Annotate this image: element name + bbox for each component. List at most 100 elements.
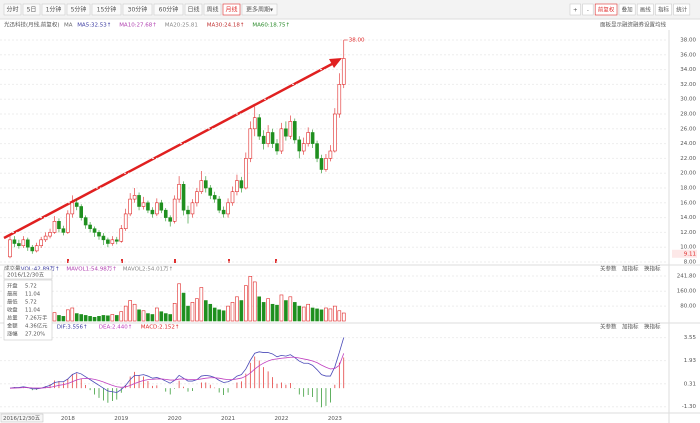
panel-button[interactable]: 设置均线 — [644, 21, 667, 29]
panel-button[interactable]: 关参数 — [600, 265, 617, 273]
candle-body — [244, 158, 248, 189]
volume-bar — [297, 305, 302, 322]
y-tick-label: 241.80 — [677, 274, 697, 280]
tool-button-label[interactable]: 统计 — [676, 5, 688, 13]
candle-body — [266, 132, 270, 144]
legend-item: MA — [64, 23, 73, 29]
candle-body — [239, 180, 244, 189]
panel-button[interactable]: 加指标 — [622, 265, 639, 273]
y-tick-label: 1.93 — [684, 358, 697, 364]
candle-body — [79, 206, 83, 218]
volume-bar — [119, 311, 124, 322]
volume-bar — [261, 302, 266, 322]
tool-button[interactable] — [636, 3, 654, 16]
tooltip-value: 27.20% — [25, 332, 45, 338]
legend-item: MAVOL1:54.98万↑ — [66, 266, 116, 273]
period-tab[interactable] — [241, 3, 278, 16]
period-tab-label[interactable]: 15分钟 — [97, 5, 117, 13]
period-tab[interactable] — [222, 3, 241, 16]
candle-body — [21, 239, 26, 247]
x-tick-label: 2022 — [274, 416, 288, 422]
period-tab[interactable] — [66, 3, 91, 16]
candle-body — [12, 239, 17, 244]
candle-body — [168, 217, 172, 222]
period-tab-label[interactable]: 月线 — [225, 5, 237, 13]
period-tab-label[interactable]: 更多周期▾ — [246, 5, 273, 13]
legend-item: DEA:2.440↑ — [99, 324, 133, 331]
tooltip-value: 5.72 — [25, 300, 37, 306]
period-tab-label[interactable]: 日线 — [187, 5, 199, 13]
x-tick-label: 2021 — [221, 416, 235, 422]
volume-bar — [252, 281, 257, 322]
period-tab-label[interactable]: 5分钟 — [71, 5, 87, 13]
candle-body — [181, 184, 186, 211]
volume-bar — [137, 309, 141, 322]
period-tab[interactable] — [153, 3, 184, 16]
tool-button[interactable] — [655, 3, 672, 16]
period-tab-label[interactable]: 5日 — [27, 6, 37, 13]
tool-button-label[interactable]: 指标 — [658, 5, 670, 13]
panel-button[interactable]: 关参数 — [600, 323, 617, 331]
tooltip-key: 收盘 — [7, 306, 18, 314]
volume-bar — [208, 303, 213, 322]
tool-button[interactable] — [594, 3, 618, 16]
dividend-markers — [67, 259, 277, 263]
tool-button-label[interactable]: 叠加 — [622, 5, 633, 13]
cursor-date-box — [0, 413, 44, 423]
candle-body — [159, 202, 164, 211]
legend-item: MA20:25.81 — [165, 23, 198, 29]
period-tab-label[interactable]: 周线 — [206, 5, 218, 13]
panel-button[interactable]: 换指标 — [644, 323, 661, 331]
panel-button[interactable]: 换指标 — [644, 265, 661, 273]
candle-body — [306, 132, 310, 144]
period-tab-label[interactable]: 60分钟 — [159, 5, 179, 13]
candle-body — [195, 191, 199, 204]
y-tick-label: 20.00 — [680, 171, 696, 177]
y-tick-label: 36.00 — [680, 52, 696, 58]
volume-bar — [88, 316, 92, 322]
panel-button[interactable]: 加指标 — [622, 323, 639, 331]
period-tab[interactable] — [3, 3, 22, 16]
candle-body — [177, 184, 181, 200]
tooltip-key: 金额 — [7, 322, 18, 330]
period-tab-label[interactable]: 1分钟 — [46, 5, 62, 13]
candle-body — [204, 180, 208, 189]
candle-body — [83, 217, 88, 226]
tool-button-label[interactable]: - — [587, 7, 589, 13]
period-tab[interactable] — [22, 3, 41, 16]
tool-button[interactable] — [618, 3, 636, 16]
volume-bar — [128, 300, 132, 322]
panel-button[interactable]: 融资融券 — [622, 21, 645, 29]
candle-body — [66, 213, 70, 233]
candle-body — [132, 195, 137, 200]
y-tick-label: -1.30 — [682, 404, 697, 410]
period-tab[interactable] — [41, 3, 66, 16]
candle-body — [92, 228, 97, 233]
tool-button-label[interactable]: 前复权 — [598, 5, 615, 13]
panel-button[interactable]: 面板显示 — [600, 21, 623, 29]
candle-body — [310, 132, 315, 144]
period-tab-label[interactable]: 30分钟 — [128, 5, 148, 13]
period-tab[interactable] — [184, 3, 203, 16]
tool-button[interactable] — [569, 3, 581, 16]
tooltip-value: 11.04 — [25, 308, 41, 314]
period-tab[interactable] — [91, 3, 122, 16]
period-tab-label[interactable]: 分时 — [6, 5, 18, 13]
tool-button[interactable] — [673, 3, 691, 16]
tool-button-label[interactable]: 画线 — [640, 5, 652, 13]
chart-title: 光迅科技(月线,前复权) — [4, 21, 60, 29]
period-tab[interactable] — [203, 3, 222, 16]
y-tick-label: 160.00 — [677, 289, 697, 295]
candle-body — [186, 209, 190, 215]
volume-bar — [186, 305, 190, 322]
volume-bar — [235, 296, 239, 322]
candle-body — [30, 246, 35, 252]
candle-body — [110, 239, 115, 244]
tool-button[interactable] — [582, 3, 594, 16]
candle-body — [288, 121, 293, 137]
y-tick-label: 0.31 — [684, 381, 696, 387]
tool-button-label[interactable]: + — [573, 7, 578, 13]
period-tab[interactable] — [122, 3, 153, 16]
tooltip-key: 总量 — [7, 314, 18, 322]
x-tick-label: 2019 — [114, 416, 128, 422]
